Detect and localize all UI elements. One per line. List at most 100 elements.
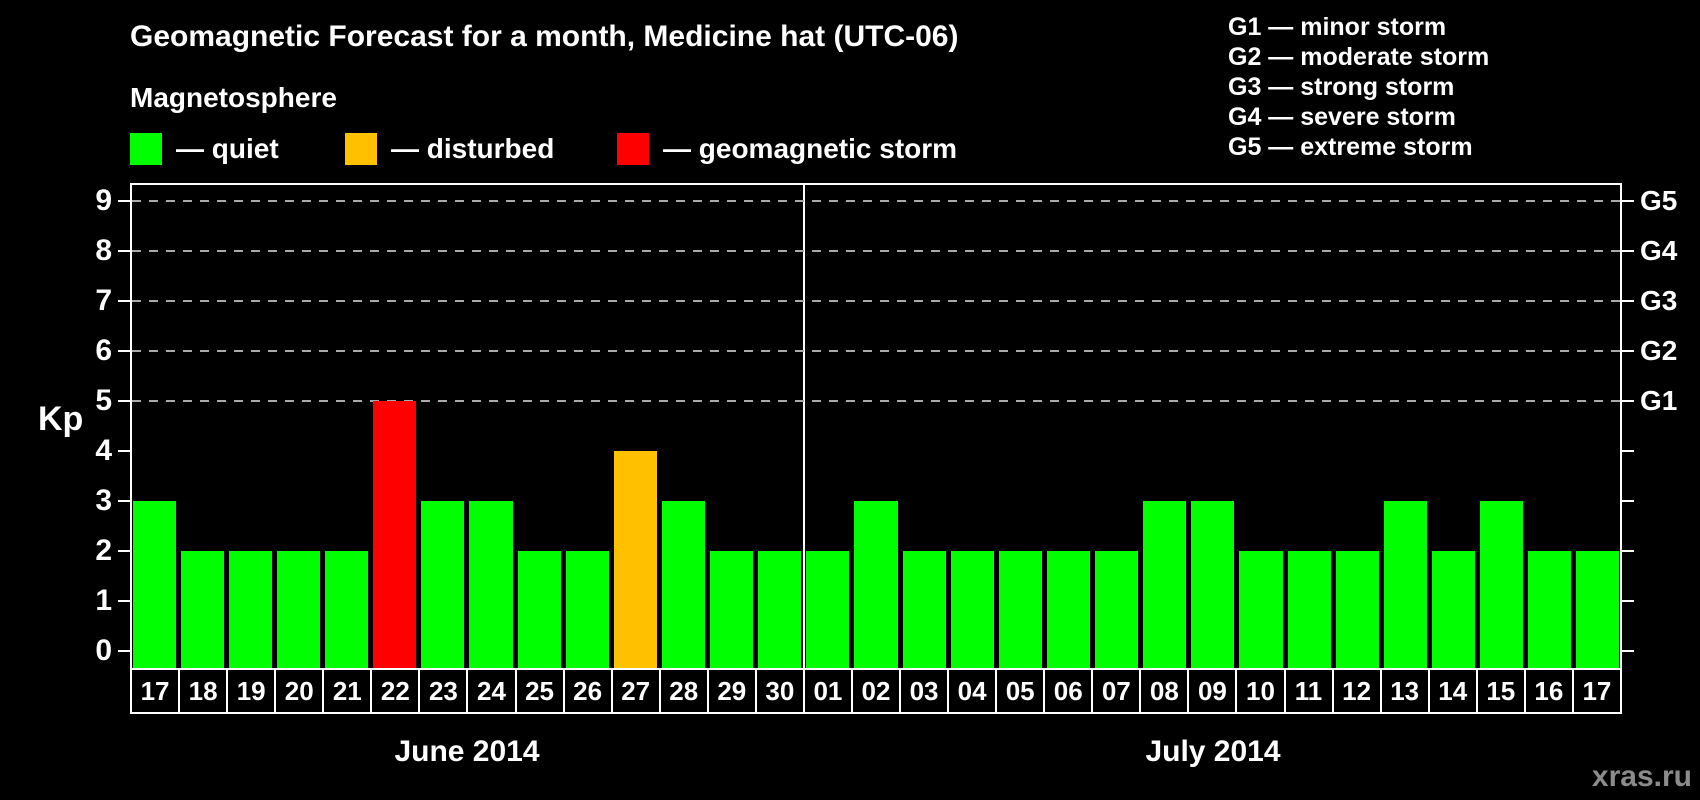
kp-bar-day28-quiet (661, 501, 706, 668)
watermark: xras.ru (1591, 760, 1692, 793)
day-label: 10 (1235, 668, 1286, 714)
month-separator-line (802, 183, 805, 668)
left-tick-kp2 (118, 550, 130, 552)
legend-item-quiet: — quiet (130, 133, 279, 165)
kp-bar-day16-quiet (1528, 551, 1572, 668)
gridline-kp5 (132, 400, 1620, 402)
kp-bar-day15-quiet (1480, 501, 1524, 668)
day-label: 23 (418, 668, 469, 714)
day-label: 21 (322, 668, 373, 714)
day-label: 07 (1091, 668, 1142, 714)
g-scale-legend: G1 — minor storm G2 — moderate storm G3 … (1228, 12, 1489, 162)
month-label-july: July 2014 (1145, 735, 1281, 768)
day-label: 29 (706, 668, 757, 714)
kp-bar-day05-quiet (998, 551, 1042, 668)
kp-bar-day18-quiet (180, 551, 224, 668)
plot-right-border (1620, 183, 1622, 668)
legend-item-disturbed: — disturbed (345, 133, 554, 165)
right-tick-kp1 (1622, 600, 1634, 602)
g-legend-item-g1: G1 — minor storm (1228, 13, 1447, 41)
kp-bar-day26-quiet (565, 551, 609, 668)
day-label: 25 (514, 668, 565, 714)
day-label: 11 (1283, 668, 1334, 714)
kp-bar-day09-quiet (1191, 501, 1235, 668)
kp-bar-day19-quiet (228, 551, 272, 668)
y-tick-label-1: 1 (95, 584, 112, 617)
day-label: 06 (1043, 668, 1094, 714)
y-tick-label-0: 0 (95, 634, 112, 667)
day-label: 22 (370, 668, 421, 714)
kp-bar-day24-quiet (469, 501, 513, 668)
page-title: Geomagnetic Forecast for a month, Medici… (130, 20, 959, 53)
day-label: 19 (226, 668, 277, 714)
y-tick-label-4: 4 (95, 434, 112, 467)
kp-bar-day21-quiet (325, 551, 369, 668)
kp-bar-day03-quiet (902, 551, 946, 668)
legend-storm-label: — geomagnetic storm (663, 133, 958, 164)
gridline-kp9 (132, 200, 1620, 202)
y-axis-label: Kp (38, 400, 84, 438)
kp-bar-day25-quiet (517, 551, 561, 668)
y-tick-label-3: 3 (95, 484, 112, 517)
month-label-june: June 2014 (394, 735, 540, 768)
right-tick-kp7 (1622, 300, 1634, 302)
gridline-kp6 (132, 350, 1620, 352)
kp-bar-day20-quiet (276, 551, 320, 668)
left-tick-kp6 (118, 350, 130, 352)
g-axis-label-g1: G1 (1640, 385, 1678, 416)
kp-bar-day08-quiet (1143, 501, 1187, 668)
legend-item-storm: — geomagnetic storm (617, 133, 957, 165)
left-tick-kp8 (118, 250, 130, 252)
day-label: 13 (1379, 668, 1430, 714)
g-axis-label-g4: G4 (1640, 235, 1678, 266)
g-legend-item-g4: G4 — severe storm (1228, 103, 1456, 131)
kp-bar-day12-quiet (1335, 551, 1379, 668)
left-tick-kp4 (118, 450, 130, 452)
day-label: 08 (1139, 668, 1190, 714)
day-label: 17 (130, 668, 181, 714)
g-legend-item-g2: G2 — moderate storm (1228, 43, 1490, 71)
left-tick-kp5 (118, 400, 130, 402)
quiet-color-swatch (130, 133, 162, 165)
y-tick-label-6: 6 (95, 334, 112, 367)
day-label: 12 (1331, 668, 1382, 714)
day-label: 04 (947, 668, 998, 714)
kp-bar-day11-quiet (1287, 551, 1331, 668)
kp-bar-day29-quiet (710, 551, 754, 668)
storm-color-swatch (617, 133, 649, 165)
day-label: 18 (178, 668, 229, 714)
day-label: 30 (754, 668, 805, 714)
y-tick-label-9: 9 (95, 184, 112, 217)
y-tick-label-7: 7 (95, 284, 112, 317)
x-axis-day-labels: 17 18 19 20 21 22 23 24 25 26 27 28 29 30 01 02 03 04 05 06… (130, 668, 1622, 714)
day-label: 16 (1523, 668, 1574, 714)
day-label: 09 (1187, 668, 1238, 714)
day-label: 27 (610, 668, 661, 714)
plot-top-border (130, 183, 1622, 185)
kp-bar-day02-quiet (854, 501, 898, 668)
g-axis-label-g3: G3 (1640, 285, 1678, 316)
legend-title: Magnetosphere (130, 82, 337, 113)
disturbed-color-swatch (345, 133, 377, 165)
left-tick-kp7 (118, 300, 130, 302)
day-label: 01 (802, 668, 853, 714)
g-legend-item-g5: G5 — extreme storm (1228, 133, 1473, 161)
kp-bar-day13-quiet (1383, 501, 1427, 668)
y-tick-label-2: 2 (95, 534, 112, 567)
day-label: 26 (562, 668, 613, 714)
kp-bar-day04-quiet (950, 551, 994, 668)
legend-quiet-label: — quiet (176, 133, 279, 164)
right-tick-kp6 (1622, 350, 1634, 352)
day-label: 05 (995, 668, 1046, 714)
day-label: 03 (899, 668, 950, 714)
y-tick-label-8: 8 (95, 234, 112, 267)
kp-bar-day17-quiet (132, 501, 176, 668)
kp-bar-day10-quiet (1239, 551, 1283, 668)
kp-bar-day17-quiet (1576, 551, 1620, 668)
day-label: 20 (274, 668, 325, 714)
kp-bar-day30-quiet (758, 551, 802, 668)
day-label: 24 (466, 668, 517, 714)
right-tick-kp9 (1622, 200, 1634, 202)
right-tick-kp3 (1622, 500, 1634, 502)
